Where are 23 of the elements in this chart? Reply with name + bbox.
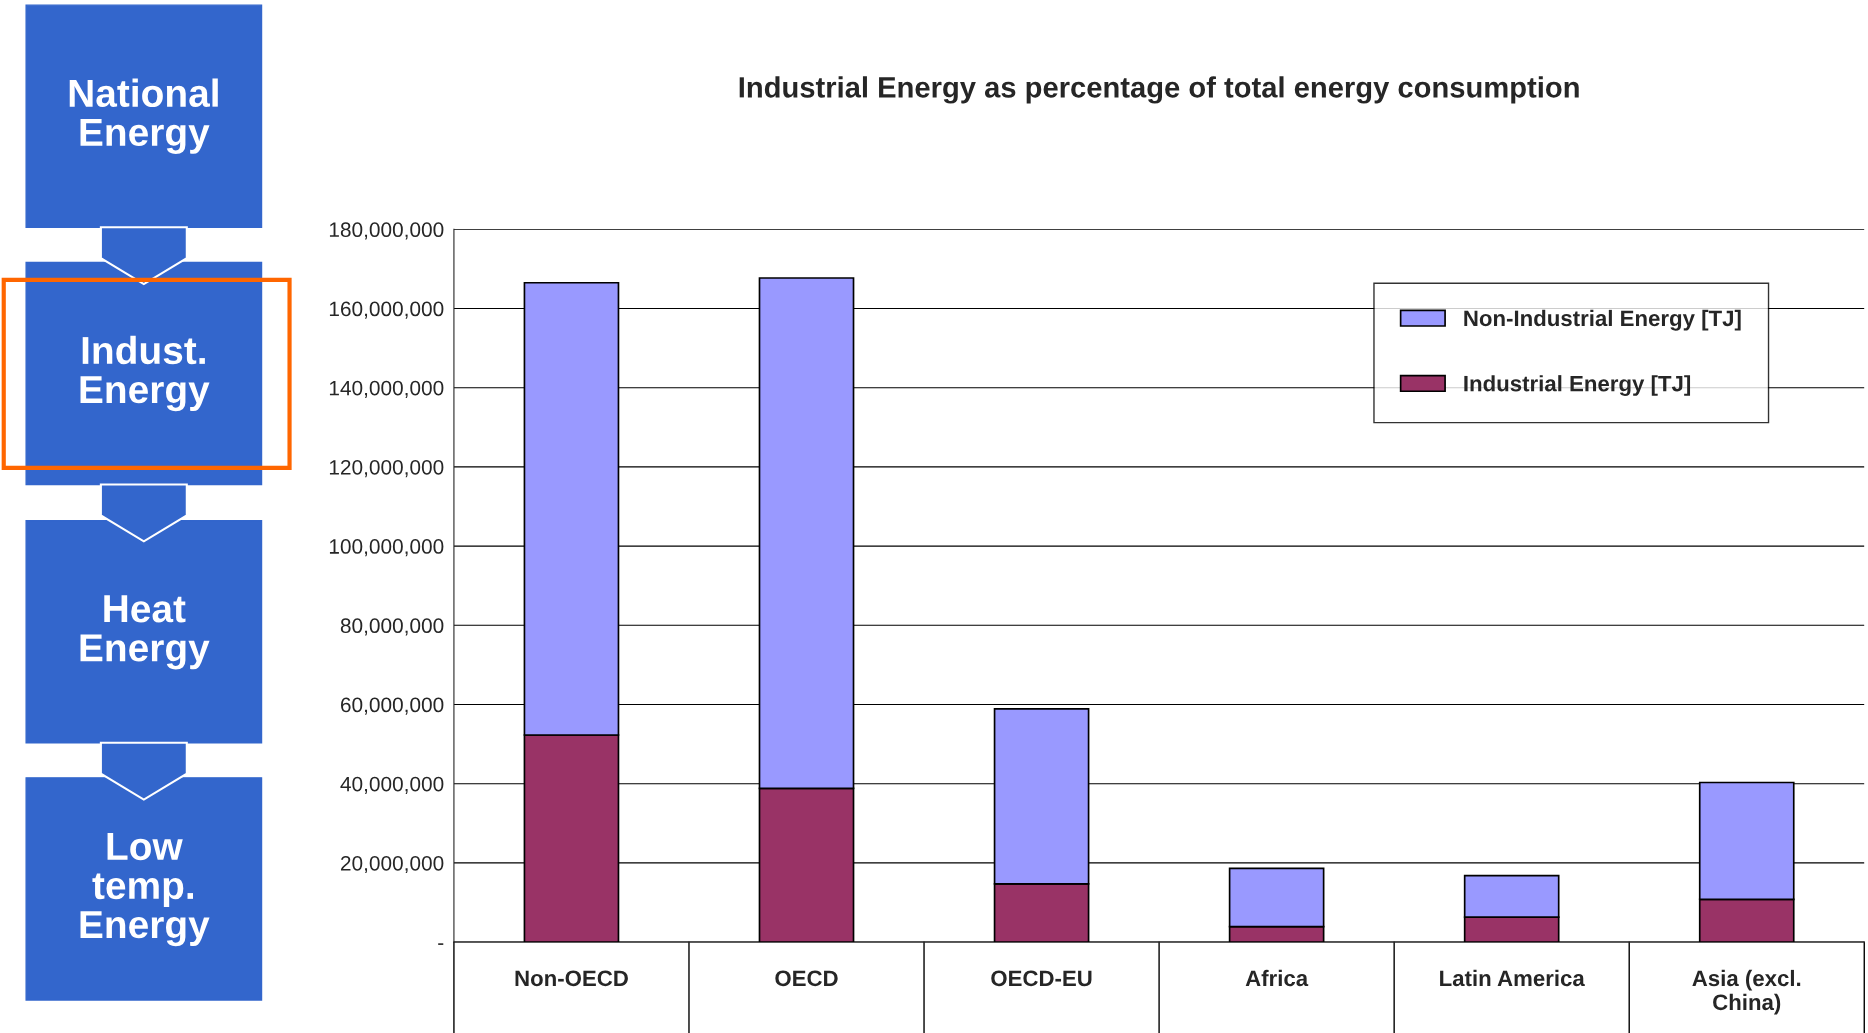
text: Indust. Energy xyxy=(80,335,210,412)
chart-title: Industrial Energy as percentage of total energy consumption xyxy=(739,76,1579,104)
y-tick-label: 80,000,000 xyxy=(340,618,444,636)
text: Heat Energy xyxy=(80,595,210,670)
y-tick-label: 60,000,000 xyxy=(341,697,444,715)
legend-label: Industrial Energy [TJ] xyxy=(1464,375,1691,396)
legend-label: Non-Industrial Energy [TJ] xyxy=(1464,309,1741,331)
y-tick-label: 140,000,000 xyxy=(329,380,444,398)
y-tick-label: 120,000,000 xyxy=(329,459,444,478)
x-tick-label: Latin America xyxy=(1440,969,1585,987)
text: National Energy xyxy=(69,78,218,154)
y-tick-label: 100,000,000 xyxy=(329,539,444,557)
y-tick-label: 40,000,000 xyxy=(340,776,444,794)
y-tick-label: 160,000,000 xyxy=(329,301,444,319)
text: Low temp. Energy xyxy=(80,833,210,947)
y-tick-label: - xyxy=(438,943,444,945)
x-tick-label: Asia (excl. China) xyxy=(1692,969,1801,1015)
x-tick-label: OECD-EU xyxy=(991,970,1092,987)
x-tick-label: Africa xyxy=(1245,969,1309,987)
y-tick-label: 20,000,000 xyxy=(340,855,444,874)
x-tick-label: OECD xyxy=(775,970,838,987)
x-tick-label: Non-OECD xyxy=(515,970,628,987)
y-tick-label: 180,000,000 xyxy=(329,222,444,240)
